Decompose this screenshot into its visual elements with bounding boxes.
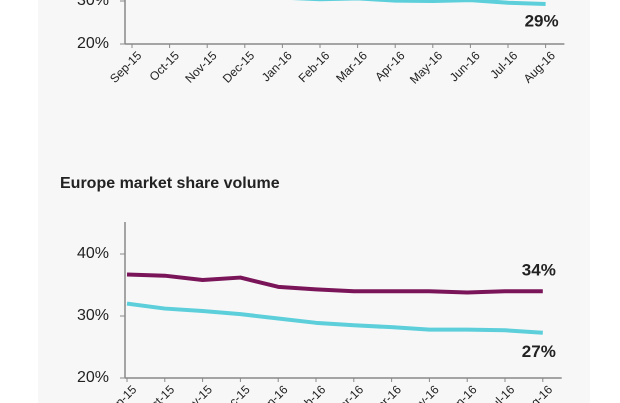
chart-title: Europe market share volume (60, 175, 280, 192)
panel (38, 0, 590, 403)
value-label: 27% (522, 342, 556, 361)
y-tick-label: 20% (77, 35, 109, 52)
value-label: 34% (522, 261, 556, 280)
value-label: 29% (525, 11, 559, 30)
series-line (126, 272, 543, 295)
y-tick-label: 20% (77, 369, 109, 386)
y-tick-label: 40% (77, 245, 109, 262)
series-line (126, 301, 543, 335)
y-tick-label: 30% (77, 307, 109, 324)
y-tick-label: 30% (77, 0, 109, 9)
series-line (291, 0, 546, 7)
